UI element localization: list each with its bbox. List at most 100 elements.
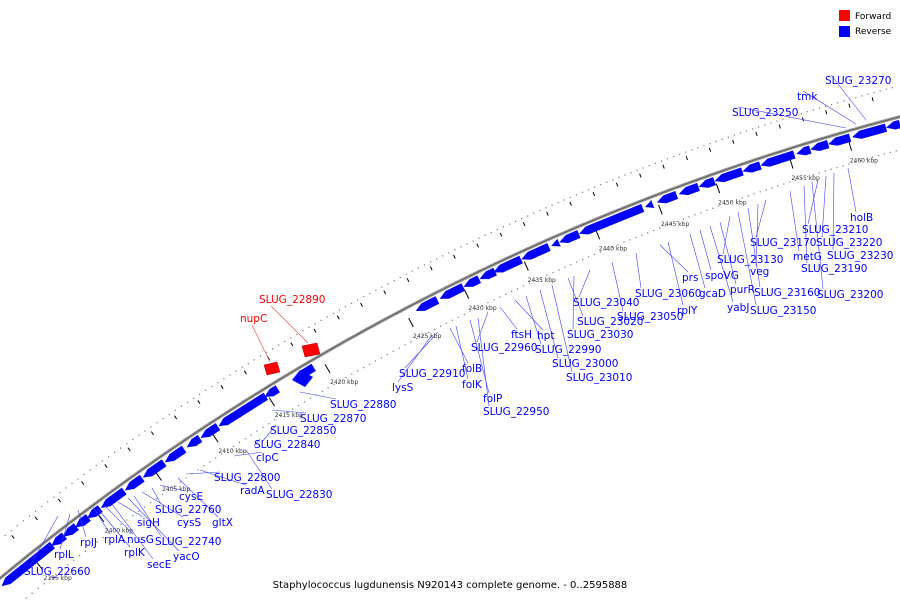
gene-reverse[interactable] <box>656 190 679 204</box>
gene-label-slug-22660[interactable]: SLUG_22660 <box>24 566 90 578</box>
gene-reverse[interactable] <box>186 434 203 448</box>
gene-label-slug-23230[interactable]: SLUG_23230 <box>827 250 893 262</box>
gene-label-slug-23150[interactable]: SLUG_23150 <box>750 305 816 317</box>
gene-reverse[interactable] <box>714 167 744 183</box>
gene-label-rpll[interactable]: rplL <box>54 549 74 561</box>
gene-label-yaco[interactable]: yacO <box>173 551 200 563</box>
gene-reverse[interactable] <box>885 119 900 130</box>
gene-label-folb[interactable]: folB <box>462 363 482 375</box>
gene-label-sigh[interactable]: sigH <box>137 517 160 529</box>
gene-label-slug-23250[interactable]: SLUG_23250 <box>732 107 798 119</box>
gene-label-cyss[interactable]: cysS <box>177 517 201 529</box>
gene-label-slug-22830[interactable]: SLUG_22830 <box>266 489 332 501</box>
gene-reverse[interactable] <box>579 203 645 235</box>
gene-reverse[interactable] <box>87 505 103 519</box>
gene-label-slug-22760[interactable]: SLUG_22760 <box>155 504 221 516</box>
gene-reverse[interactable] <box>559 230 581 243</box>
gene-reverse[interactable] <box>551 238 561 247</box>
gene-reverse[interactable] <box>852 123 888 139</box>
gene-label-slug-22910[interactable]: SLUG_22910 <box>399 368 465 380</box>
gene-reverse[interactable] <box>1 541 56 587</box>
gene-label-slug-23060[interactable]: SLUG_23060 <box>635 288 701 300</box>
gene-label-nusg[interactable]: nusG <box>127 534 154 546</box>
gene-reverse[interactable] <box>218 392 269 427</box>
gene-reverse[interactable] <box>644 199 655 209</box>
gene-label-slug-23190[interactable]: SLUG_23190 <box>801 263 867 275</box>
gene-reverse[interactable] <box>164 445 187 463</box>
gene-reverse[interactable] <box>521 243 551 260</box>
gene-label-metg[interactable]: metG <box>793 251 822 263</box>
gene-label-purr[interactable]: purR <box>730 284 755 296</box>
gene-label-slug-23000[interactable]: SLUG_23000 <box>552 358 618 370</box>
gene-label-sece[interactable]: secE <box>147 559 171 571</box>
gene-label-cyse[interactable]: cysE <box>179 491 203 503</box>
gene-reverse[interactable] <box>200 423 221 439</box>
gene-label-slug-23160[interactable]: SLUG_23160 <box>754 287 820 299</box>
gene-reverse[interactable] <box>100 487 127 509</box>
gene-reverse[interactable] <box>463 275 482 287</box>
gene-label-slug-22880[interactable]: SLUG_22880 <box>330 399 396 411</box>
gene-label-yabj[interactable]: yabJ <box>727 302 749 314</box>
gene-label-spovg[interactable]: spoVG <box>705 270 739 282</box>
gene-label-slug-23220[interactable]: SLUG_23220 <box>816 237 882 249</box>
gene-label-gcad[interactable]: gcaD <box>699 288 726 300</box>
gene-label-slug-22990[interactable]: SLUG_22990 <box>535 344 601 356</box>
gene-reverse[interactable] <box>439 283 466 299</box>
gene-reverse[interactable] <box>828 133 852 146</box>
gene-label-slug-22960[interactable]: SLUG_22960 <box>471 342 537 354</box>
gene-label-ftsh[interactable]: ftsH <box>511 329 532 341</box>
gene-label-clpc[interactable]: clpC <box>256 452 279 464</box>
gene-label-hpt[interactable]: hpt <box>537 330 554 342</box>
gene-reverse[interactable] <box>415 296 440 312</box>
gene-reverse[interactable] <box>142 459 167 478</box>
gene-label-slug-23170[interactable]: SLUG_23170 <box>750 237 816 249</box>
gene-label-rply[interactable]: rplY <box>677 305 698 317</box>
gene-label-folk[interactable]: folK <box>462 379 483 391</box>
gene-label-slug-22870[interactable]: SLUG_22870 <box>300 413 366 425</box>
gene-label-slug-22950[interactable]: SLUG_22950 <box>483 406 549 418</box>
gene-label-veg[interactable]: veg <box>750 266 769 278</box>
gene-label-slug-22740[interactable]: SLUG_22740 <box>155 536 221 548</box>
gene-label-slug-23020[interactable]: SLUG_23020 <box>577 316 643 328</box>
gene-label-prs[interactable]: prs <box>682 272 698 284</box>
gene-reverse[interactable] <box>479 267 497 280</box>
gene-label-slug-23200[interactable]: SLUG_23200 <box>817 289 883 301</box>
gene-label-slug-23040[interactable]: SLUG_23040 <box>573 297 639 309</box>
gene-reverse[interactable] <box>124 474 145 491</box>
gene-reverse[interactable] <box>264 385 280 398</box>
gene-label-rplj[interactable]: rplJ <box>80 537 97 549</box>
gene-label-gltx[interactable]: gltX <box>212 517 233 529</box>
gene-reverse[interactable] <box>292 370 313 387</box>
gene-reverse[interactable] <box>493 255 523 273</box>
gene-label-folp[interactable]: folP <box>483 393 502 405</box>
gene-label-rpla[interactable]: rplA <box>104 534 126 546</box>
gene-reverse[interactable] <box>796 145 812 156</box>
gene-label-slug-23030[interactable]: SLUG_23030 <box>567 329 633 341</box>
gene-label-tmk[interactable]: tmk <box>797 91 818 103</box>
gene-forward[interactable] <box>263 361 281 376</box>
gene-label-slug-22840[interactable]: SLUG_22840 <box>254 439 320 451</box>
gene-label-slug-22890[interactable]: SLUG_22890 <box>259 294 325 306</box>
gene-reverse[interactable] <box>810 140 830 152</box>
gene-label-slug-22850[interactable]: SLUG_22850 <box>270 425 336 437</box>
gene-reverse[interactable] <box>75 514 91 528</box>
gene-label-slug-23130[interactable]: SLUG_23130 <box>717 254 783 266</box>
gene-label-slug-23010[interactable]: SLUG_23010 <box>566 372 632 384</box>
gene-label-slug-23050[interactable]: SLUG_23050 <box>617 311 683 323</box>
gene-label-lyss[interactable]: lysS <box>392 382 414 394</box>
gene-label-holb[interactable]: holB <box>850 212 873 224</box>
gene-label-slug-22800[interactable]: SLUG_22800 <box>214 472 280 484</box>
gene-forward[interactable] <box>301 342 321 358</box>
gene-reverse[interactable] <box>760 150 796 167</box>
minor-tick <box>685 156 688 161</box>
gene-reverse[interactable] <box>51 532 67 547</box>
gene-reverse[interactable] <box>742 161 762 173</box>
tick-label: 2395 kbp <box>44 575 72 582</box>
gene-label-rada[interactable]: radA <box>240 485 265 497</box>
gene-label-slug-23210[interactable]: SLUG_23210 <box>802 224 868 236</box>
gene-reverse[interactable] <box>698 177 716 188</box>
gene-label-nupc[interactable]: nupC <box>240 313 267 325</box>
gene-label-slug-23270[interactable]: SLUG_23270 <box>825 75 891 87</box>
gene-label-rplk[interactable]: rplK <box>124 547 146 559</box>
gene-reverse[interactable] <box>678 182 700 196</box>
